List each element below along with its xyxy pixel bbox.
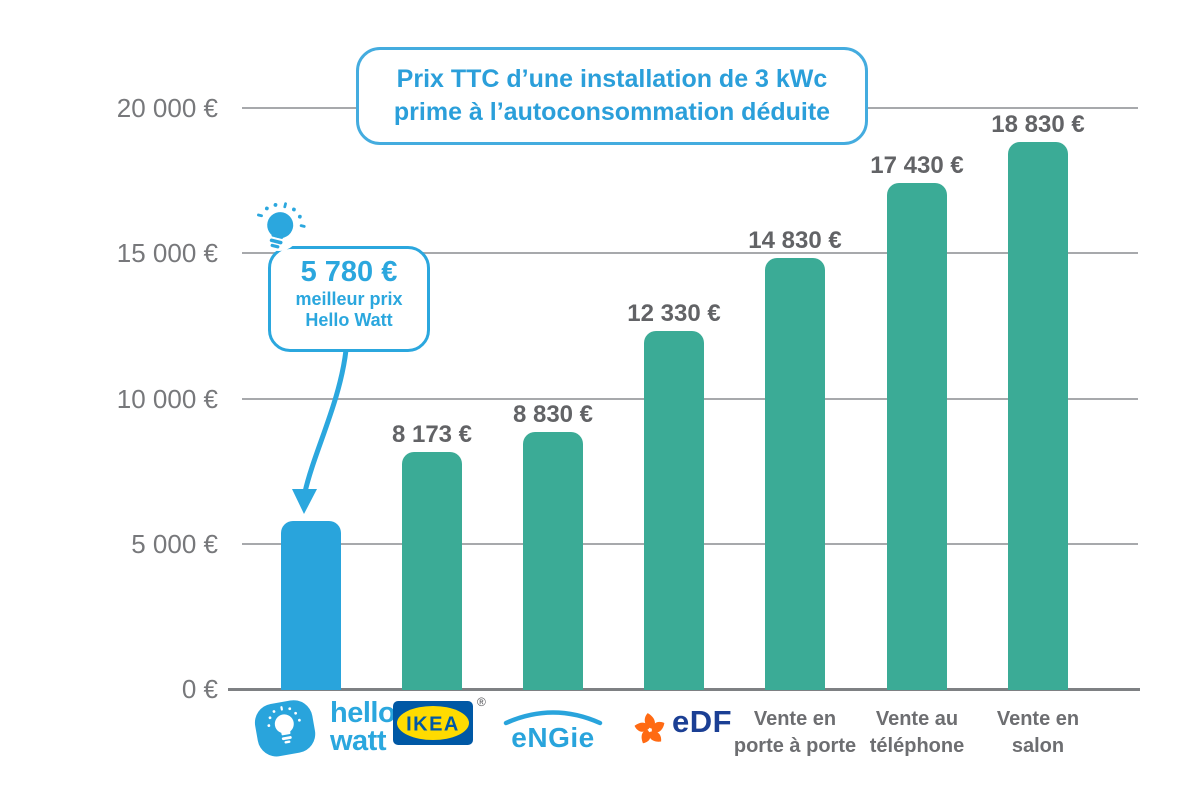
chart-title-line1: Prix TTC d’une installation de 3 kWc: [396, 65, 828, 93]
engie-logo-text: eNGie: [511, 722, 594, 753]
ikea-logo-text: IKEA: [406, 714, 460, 736]
lightbulb-icon: [257, 202, 306, 251]
hellowatt-text-line2: watt: [330, 725, 387, 757]
bar-vente-en-porte-porte: [765, 258, 825, 690]
x-label-line: porte à porte: [733, 735, 857, 757]
bar-edf: [644, 330, 704, 690]
bar-value-label: 8 173 €: [391, 420, 473, 448]
hellowatt-text-line1: hello: [330, 697, 396, 729]
bar-value-label: 12 330 €: [627, 299, 721, 327]
y-tick-label: 15 000 €: [116, 238, 218, 269]
hellowatt-logo-text: hello watt: [330, 697, 396, 757]
bar-vente-au-t-l-phone: [887, 182, 947, 690]
bar-ikea: [402, 451, 462, 690]
ikea-logo-icon: IKEA: [393, 701, 473, 745]
x-axis-label-porte-a-porte: Vente en porte à porte: [710, 706, 880, 760]
bar-vente-en-salon: [1008, 141, 1068, 690]
ikea-registered-mark: ®: [477, 695, 486, 709]
x-label-line: salon: [1011, 735, 1065, 757]
bar-value-label: 14 830 €: [748, 227, 842, 255]
edf-logo-text: eDF: [672, 704, 733, 739]
callout-line1: meilleur prix: [295, 289, 403, 309]
y-tick-label: 10 000 €: [116, 383, 218, 414]
bar-hello-watt: [281, 521, 341, 690]
x-label-line: Vente en: [996, 708, 1080, 730]
chart-title-box: Prix TTC d’une installation de 3 kWc pri…: [356, 47, 868, 145]
callout-price: 5 780 €: [300, 256, 398, 288]
x-axis-label-salon: Vente en salon: [953, 706, 1123, 760]
gridline-15000: [242, 252, 1138, 255]
x-label-line: téléphone: [869, 735, 965, 757]
hellowatt-logo-icon: [254, 700, 316, 757]
x-label-line: Vente au: [875, 708, 959, 730]
callout-line2: Hello Watt: [305, 310, 393, 330]
x-axis-label-telephone: Vente au téléphone: [832, 706, 1002, 760]
bar-engie: [523, 432, 583, 690]
chart-title-line2: prime à l’autoconsommation déduite: [393, 98, 831, 126]
best-price-callout: 5 780 € meilleur prix Hello Watt: [268, 246, 430, 352]
bar-value-label: 18 830 €: [991, 110, 1085, 138]
edf-flame-icon: [634, 713, 665, 744]
y-tick-label: 20 000 €: [116, 93, 218, 123]
bar-value-label: 8 830 €: [512, 401, 594, 429]
x-label-line: Vente en: [753, 708, 837, 730]
y-tick-label: 0 €: [181, 674, 218, 704]
y-tick-label: 5 000 €: [131, 528, 218, 559]
engie-logo-icon: eNGie: [503, 710, 603, 753]
bar-value-label: 17 430 €: [870, 151, 964, 179]
